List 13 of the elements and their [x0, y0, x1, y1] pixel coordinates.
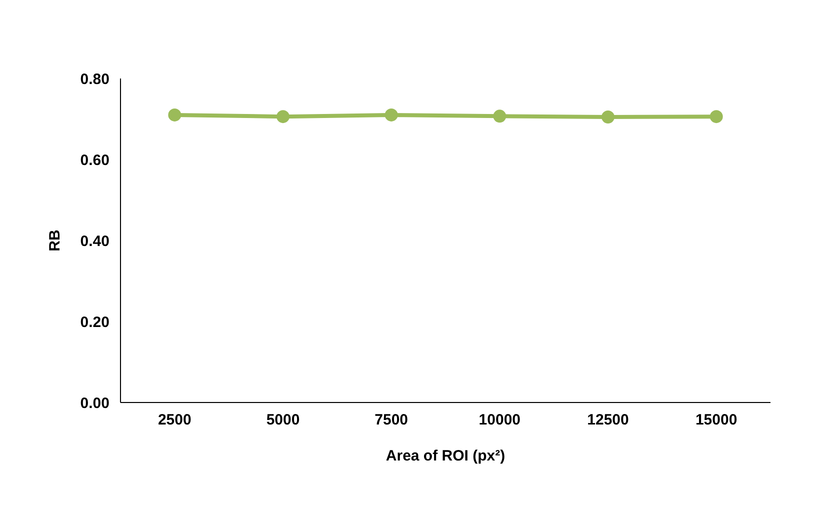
x-tick-label: 10000: [478, 412, 521, 428]
x-axis-title: Area of ROI (px²): [386, 448, 506, 464]
x-tick-label: 12500: [587, 412, 629, 428]
y-tick-label: 0.60: [80, 152, 110, 169]
x-tick-label: 5000: [266, 412, 300, 428]
y-tick-label: 0.00: [80, 395, 110, 412]
y-tick-label: 0.80: [80, 71, 110, 88]
y-tick-label: 0.20: [80, 314, 110, 331]
x-tick-label: 7500: [374, 412, 408, 428]
x-tick-label: 2500: [158, 412, 192, 428]
y-tick-label: 0.40: [80, 233, 110, 250]
y-axis-title: RB: [46, 230, 64, 252]
x-tick-label: 15000: [695, 412, 738, 428]
